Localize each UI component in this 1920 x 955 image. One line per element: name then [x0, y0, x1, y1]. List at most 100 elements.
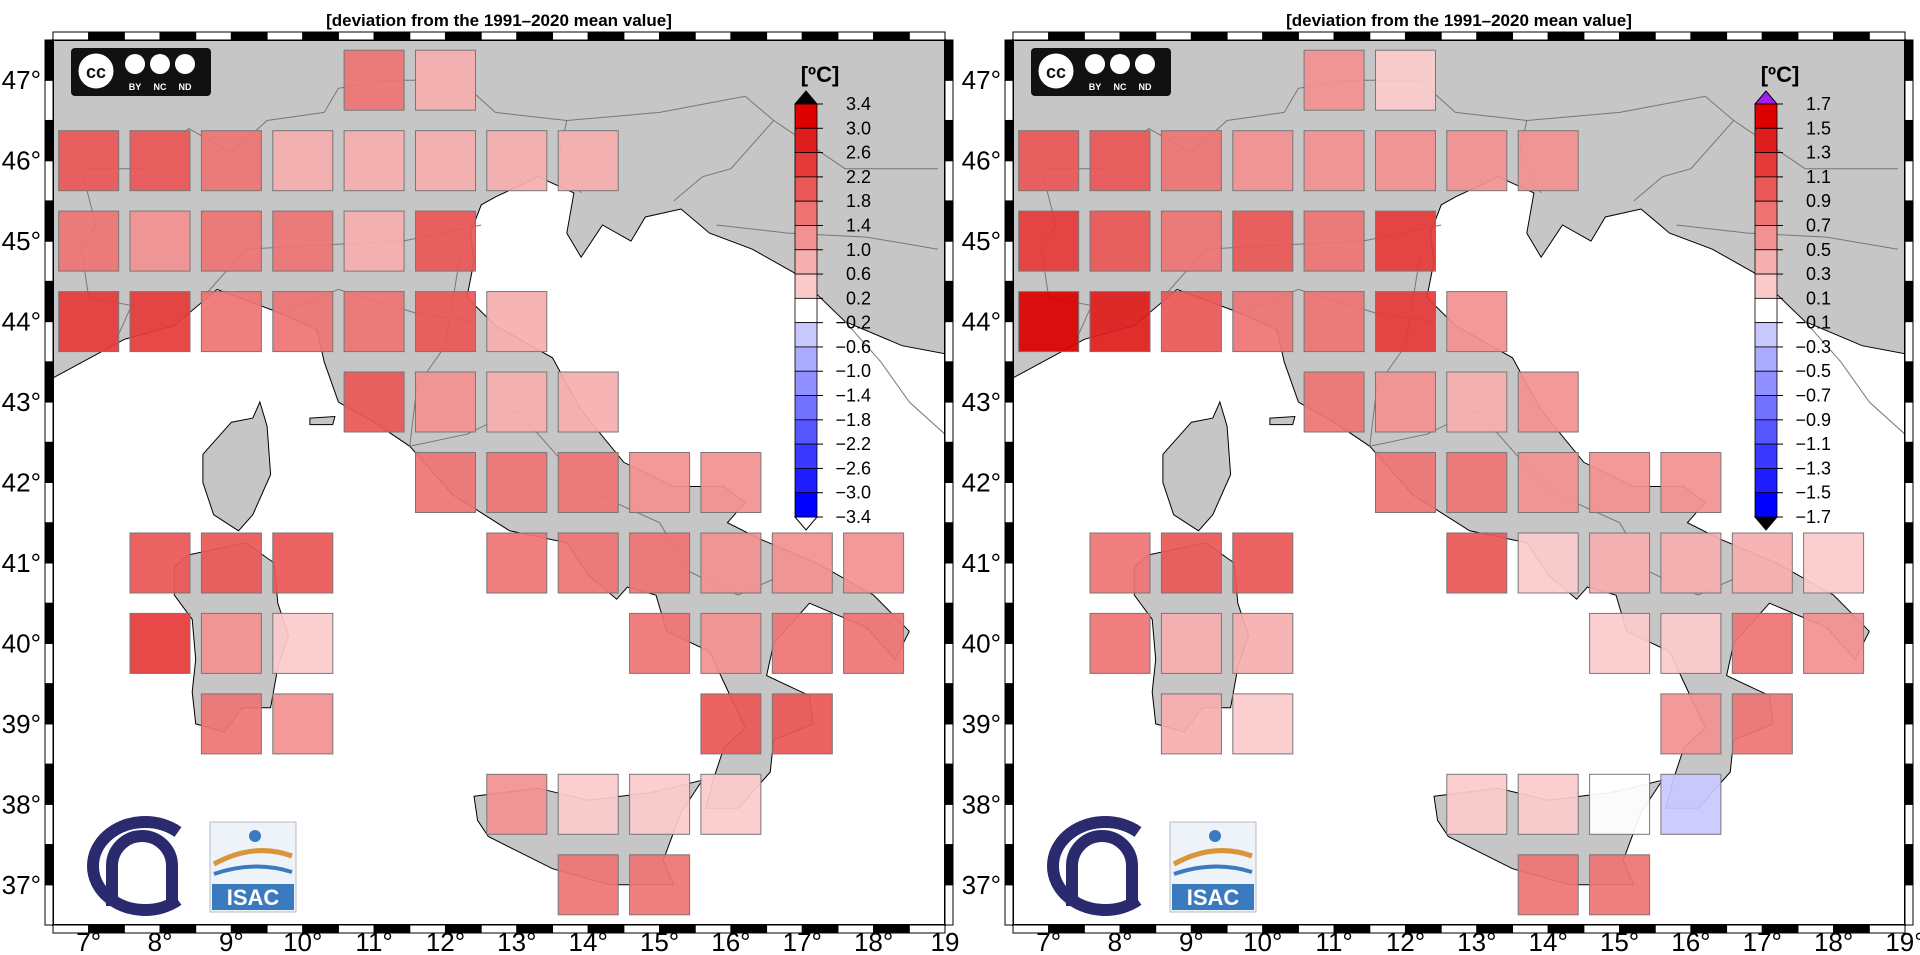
lat-label: 46°	[962, 146, 1001, 176]
anomaly-cell	[129, 532, 191, 594]
frame-tick	[1904, 160, 1914, 202]
lat-label: 44°	[2, 307, 41, 337]
colorbar-label: −0.1	[1795, 313, 1831, 333]
colorbar-box	[1754, 419, 1778, 445]
nd-icon	[175, 54, 195, 74]
lon-label: 19°	[1885, 927, 1920, 955]
colorbar-label: −3.4	[835, 507, 871, 527]
lon-label: 7°	[1036, 927, 1061, 955]
frame-tick	[1904, 522, 1914, 564]
anomaly-cell	[1160, 210, 1222, 272]
frame-tick	[1048, 31, 1085, 41]
frame-tick	[44, 39, 54, 81]
lat-label: 46°	[2, 146, 41, 176]
colorbar-label: 1.7	[1806, 94, 1831, 114]
anomaly-cell	[1160, 532, 1222, 594]
anomaly-cell	[129, 291, 191, 353]
colorbar: [ºC] 3.4 3.0 2.6 2.2 1.8 1.4 1.0 0.6 0.2 −0.2 −0.6 −…	[793, 62, 871, 531]
lat-label: 39°	[962, 709, 1001, 739]
anomaly-cell	[1232, 130, 1294, 192]
frame-tick	[266, 31, 304, 41]
frame-tick	[944, 723, 954, 765]
lon-label: 18°	[1814, 927, 1853, 955]
isac-swoosh-orange	[212, 848, 293, 867]
license-term: ND	[179, 82, 192, 92]
anomaly-cell	[200, 291, 262, 353]
anomaly-cell	[629, 532, 691, 594]
anomaly-cell	[343, 210, 405, 272]
frame-tick	[1583, 31, 1621, 41]
frame-tick	[1004, 763, 1014, 805]
lat-label: 47°	[2, 65, 41, 95]
isac-figure-head	[249, 830, 261, 842]
frame-tick	[44, 763, 54, 805]
frame-tick	[1904, 602, 1914, 644]
anomaly-cell	[415, 210, 476, 272]
map-panel-left: [deviation from the 1991–2020 mean value…	[2, 11, 960, 955]
map-title: [deviation from the 1991–2020 mean value…	[1286, 11, 1632, 30]
colorbar-box	[1754, 322, 1778, 348]
frame-tick	[944, 280, 954, 323]
anomaly-cells	[1018, 49, 1865, 916]
anomaly-cell	[343, 49, 405, 111]
anomaly-cell	[1517, 854, 1579, 916]
lon-label: 7°	[76, 927, 101, 955]
colorbar-label: −0.9	[1795, 410, 1831, 430]
anomaly-cell	[1731, 532, 1793, 594]
colorbar-label: 0.9	[1806, 191, 1831, 211]
frame-tick	[1904, 200, 1914, 242]
anomaly-cell	[1375, 291, 1436, 353]
lon-label: 11°	[1315, 927, 1352, 955]
anomaly-cell	[557, 773, 619, 835]
frame-tick	[1904, 482, 1914, 524]
colorbar-label: 0.2	[846, 288, 871, 308]
colorbar-label: −0.3	[1795, 337, 1831, 357]
anomaly-cell	[771, 532, 833, 594]
anomaly-cell	[1375, 371, 1436, 433]
anomaly-cell	[415, 49, 476, 111]
anomaly-cell	[343, 130, 405, 192]
frame-tick	[44, 321, 54, 363]
anomaly-cell	[1303, 210, 1365, 272]
anomaly-cell	[843, 612, 905, 674]
frame-tick	[1004, 522, 1014, 564]
frame-tick	[516, 31, 554, 41]
frame-tick	[552, 31, 589, 41]
frame-tick	[44, 803, 54, 846]
anomaly-cell	[129, 210, 191, 272]
frame-tick	[1512, 31, 1549, 41]
colorbar-label: 0.5	[1806, 240, 1831, 260]
anomaly-cell	[843, 532, 905, 594]
anomaly-cell	[1232, 612, 1294, 674]
land-corsica	[202, 400, 272, 532]
frame-tick	[1004, 683, 1014, 725]
colorbar-box	[1754, 492, 1778, 518]
colorbar-label: 1.0	[846, 240, 871, 260]
frame-tick	[44, 723, 54, 765]
colorbar-label: −0.5	[1795, 361, 1831, 381]
anomaly-cell	[1660, 693, 1722, 755]
lat-label: 43°	[962, 387, 1001, 417]
anomaly-cell	[1303, 49, 1365, 111]
frame-tick	[1654, 31, 1692, 41]
frame-tick	[52, 31, 90, 41]
anomaly-cell	[1446, 130, 1508, 192]
anomaly-cell	[557, 452, 619, 513]
frame-tick	[944, 79, 954, 121]
lon-label: 13°	[497, 927, 536, 955]
frame-tick	[44, 240, 54, 282]
anomaly-cell	[1803, 532, 1865, 594]
frame-tick	[694, 31, 732, 41]
colorbar-label: 1.8	[846, 191, 871, 211]
frame-tick	[1004, 723, 1014, 765]
anomaly-cell	[1446, 773, 1508, 835]
frame-tick	[1904, 441, 1914, 484]
frame-tick	[337, 31, 375, 41]
isac-swoosh-blue	[1173, 864, 1253, 876]
frame-tick	[944, 763, 954, 805]
frame-tick	[1797, 31, 1835, 41]
colorbar-box	[1754, 443, 1778, 469]
anomaly-cell	[200, 612, 262, 674]
anomaly-cell	[700, 612, 762, 674]
